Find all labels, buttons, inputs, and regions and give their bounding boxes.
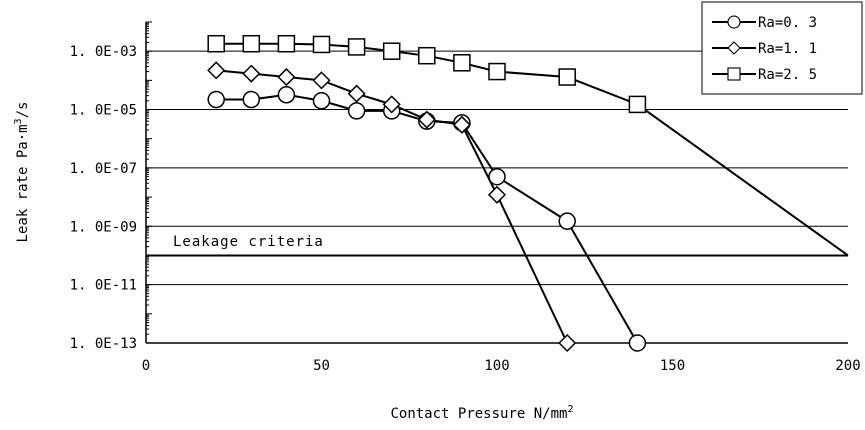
series-1-point bbox=[242, 90, 261, 109]
series-3-point bbox=[488, 62, 506, 81]
series-2-point bbox=[558, 333, 577, 353]
y-axis-title-sup: 3 bbox=[13, 118, 24, 124]
series-1-point bbox=[488, 167, 506, 186]
y-axis-title: Leak rate Pa·m3/s bbox=[13, 102, 31, 243]
series-3-point bbox=[347, 38, 366, 56]
series-2-point bbox=[207, 61, 226, 80]
x-axis-title-text: Contact Pressure N/mm bbox=[390, 406, 567, 422]
x-axis-title: Contact Pressure N/mm2 bbox=[390, 404, 573, 422]
x-tick-labels: 0 50 100 150 200 bbox=[142, 358, 861, 374]
y-tick-label: 1. 0E-07 bbox=[70, 161, 137, 177]
y-tick-label: 1. 0E-05 bbox=[70, 103, 137, 119]
legend-marker bbox=[727, 41, 741, 55]
legend-label: Ra=0. 3 bbox=[758, 15, 817, 31]
series-2-point bbox=[487, 185, 507, 204]
legend-label: Ra=1. 1 bbox=[758, 41, 817, 57]
series-2-point bbox=[277, 67, 296, 87]
y-tick-label: 1. 0E-11 bbox=[70, 278, 137, 294]
x-tick-label: 50 bbox=[313, 358, 330, 374]
series-3-point bbox=[382, 42, 401, 60]
legend-marker bbox=[727, 67, 741, 81]
y-minor-ticks bbox=[146, 21, 152, 344]
series-1-point bbox=[628, 334, 647, 352]
series-3-point bbox=[453, 54, 471, 72]
series-1-point bbox=[347, 102, 366, 120]
series-3-point bbox=[312, 35, 331, 54]
series-1-point bbox=[207, 90, 225, 109]
legend-marker bbox=[727, 15, 741, 29]
leakage-criteria-label: Leakage criteria bbox=[173, 234, 324, 250]
y-tick-label: 1. 0E-09 bbox=[70, 219, 137, 235]
series-2-point bbox=[382, 95, 401, 114]
y-tick-label: 1. 0E-03 bbox=[70, 44, 137, 60]
series-line-2 bbox=[216, 69, 569, 344]
series-3-point bbox=[628, 95, 647, 114]
series-1-point bbox=[558, 212, 576, 230]
x-tick-label: 200 bbox=[835, 358, 860, 374]
y-axis-title-text: Leak rate Pa·m bbox=[15, 124, 31, 242]
legend-label: Ra=2. 5 bbox=[758, 67, 817, 83]
y-tick-labels: 1. 0E-03 1. 0E-05 1. 0E-07 1. 0E-09 1. 0E-11… bbox=[70, 44, 137, 352]
x-tick-label: 150 bbox=[660, 358, 685, 374]
y-axis-title-suffix: /s bbox=[15, 102, 31, 119]
axes bbox=[145, 22, 848, 344]
series-1-point bbox=[277, 86, 296, 104]
series-2-point bbox=[417, 110, 436, 129]
x-axis-title-sup: 2 bbox=[567, 404, 573, 415]
x-tick-label: 0 bbox=[142, 358, 150, 374]
legend: Ra=0. 3 Ra=1. 1 Ra=2. 5 bbox=[701, 1, 863, 95]
series-1-point bbox=[312, 92, 331, 110]
series-3-point bbox=[277, 34, 296, 53]
series-3-point bbox=[418, 46, 436, 65]
series-3-point bbox=[558, 68, 576, 86]
y-tick-label: 1. 0E-13 bbox=[70, 336, 137, 352]
series-markers bbox=[207, 34, 647, 353]
series-3-point bbox=[242, 34, 261, 53]
x-tick-label: 100 bbox=[484, 358, 509, 374]
series-2-point bbox=[312, 71, 331, 90]
series-2-point bbox=[452, 115, 471, 134]
series-2-point bbox=[242, 64, 261, 83]
series-3-point bbox=[207, 34, 225, 53]
series-2-point bbox=[347, 84, 366, 103]
